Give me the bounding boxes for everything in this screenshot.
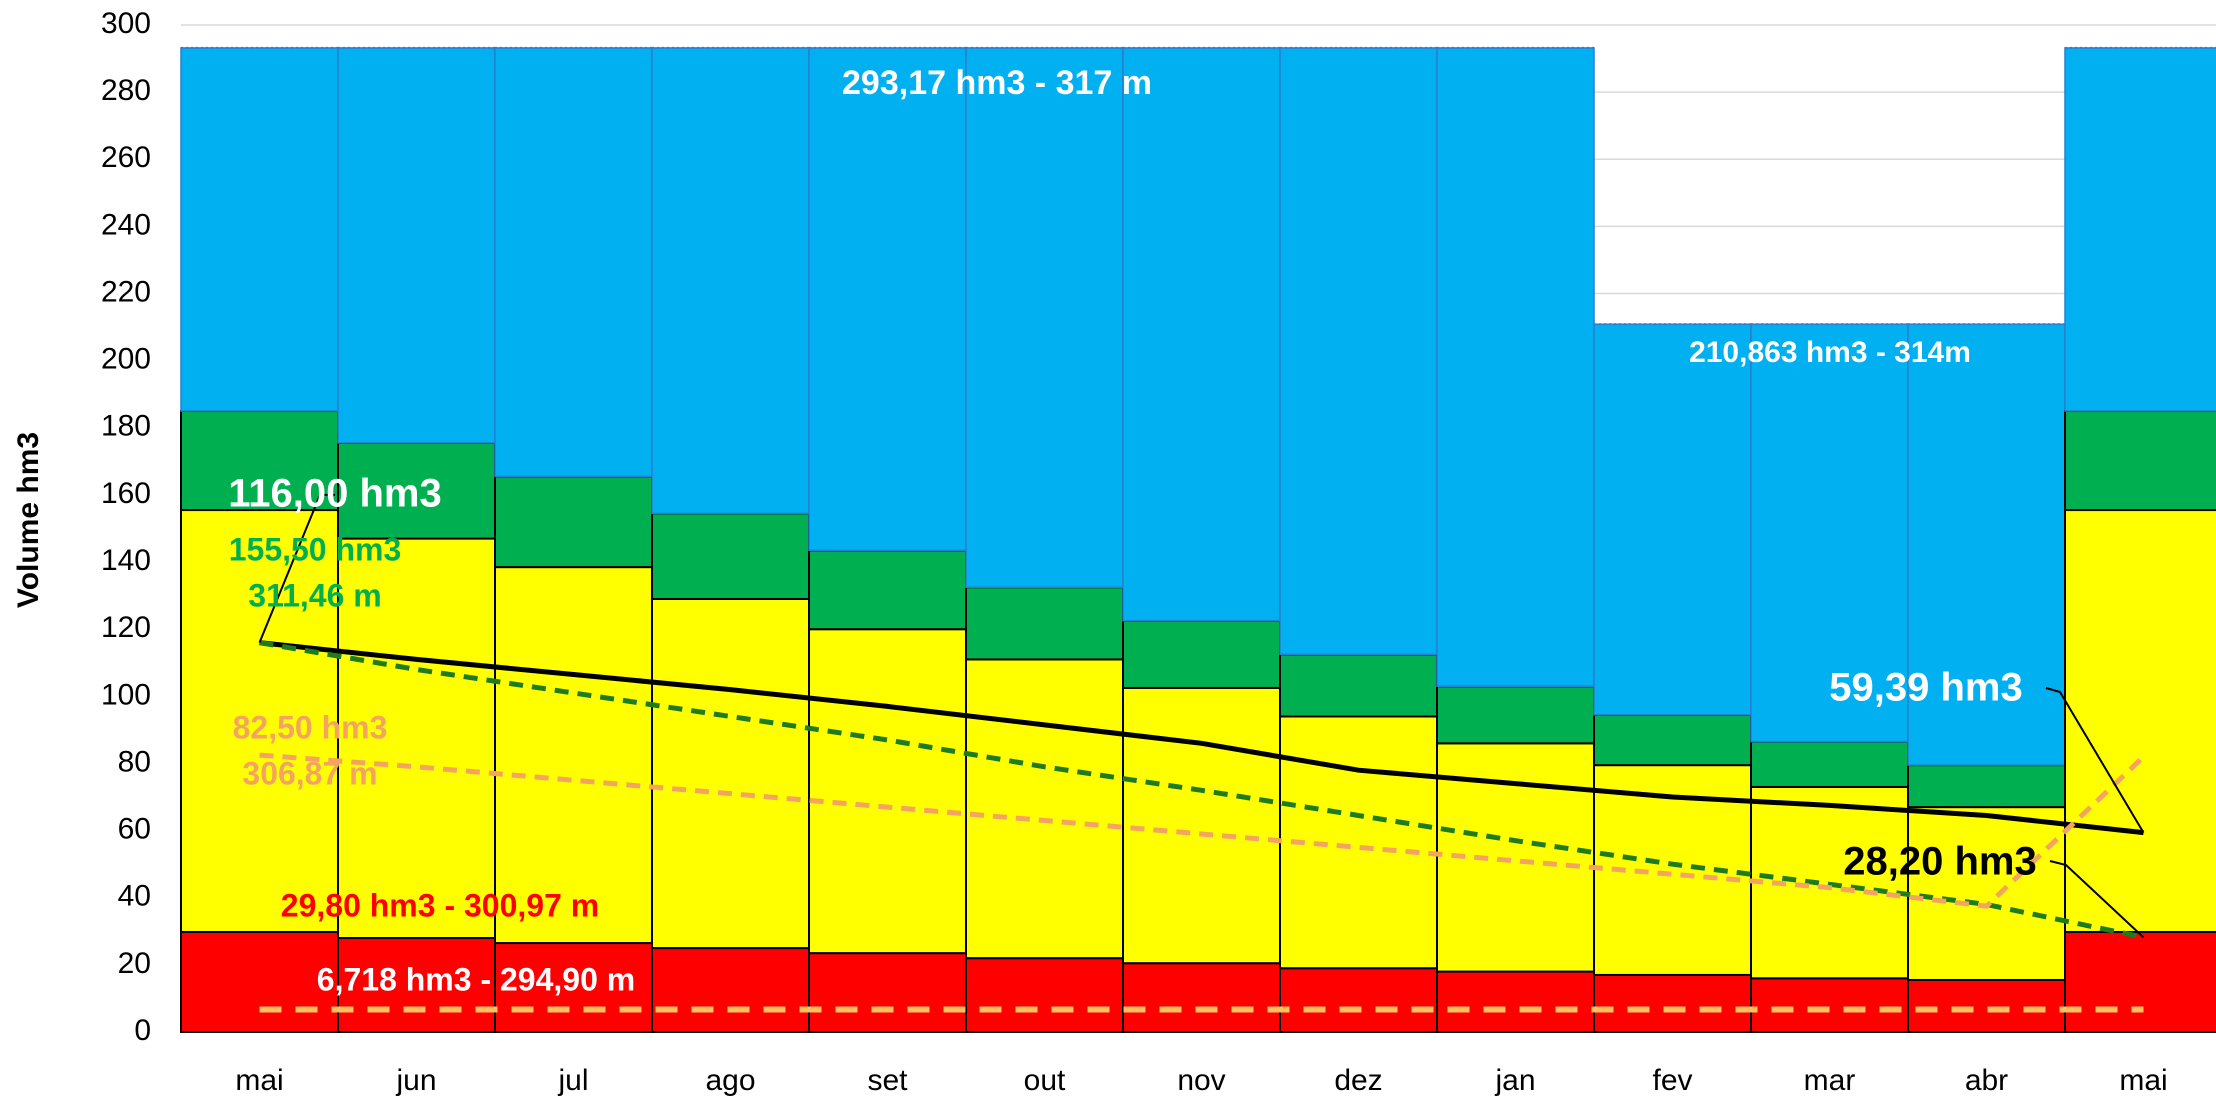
bar-segment — [1907, 764, 2066, 809]
bar-segment — [180, 47, 339, 412]
annotation: 29,80 hm3 - 300,97 m — [281, 887, 599, 923]
bar-segment — [1593, 713, 1752, 767]
bar-segment — [965, 586, 1124, 661]
bar-segment — [1907, 323, 2066, 766]
y-tick-label: 80 — [118, 745, 151, 778]
annotation: 311,46 m — [248, 577, 381, 613]
y-tick-label: 220 — [101, 275, 151, 308]
y-tick-label: 100 — [101, 678, 151, 711]
annotation: 59,39 hm3 — [1829, 666, 2022, 710]
y-tick-label: 260 — [101, 141, 151, 174]
bar-segment — [1122, 47, 1281, 622]
bar-segment — [808, 952, 967, 1034]
annotation: 210,863 hm3 - 314m — [1689, 336, 1971, 369]
bar-segment — [808, 549, 967, 631]
bar-segment — [1122, 686, 1281, 965]
bar-segment — [965, 658, 1124, 960]
x-tick-label: dez — [1334, 1064, 1382, 1097]
leader-line — [2045, 687, 2145, 834]
line-series — [259, 640, 2145, 940]
bar-segment — [180, 930, 339, 1033]
leader-line — [258, 493, 335, 644]
y-tick-label: 240 — [101, 208, 151, 241]
y-tick-label: 120 — [101, 611, 151, 644]
annotation: 28,20 hm3 — [1843, 840, 2036, 884]
bar-segment — [180, 410, 339, 512]
y-tick-label: 200 — [101, 343, 151, 376]
bar-segment — [1907, 806, 2066, 981]
bar-segment — [808, 628, 967, 955]
bar-segment — [1593, 973, 1752, 1033]
bar-segment — [2064, 47, 2216, 412]
x-tick-label: fev — [1652, 1064, 1692, 1097]
x-tick-label: nov — [1177, 1064, 1225, 1097]
x-tick-label: out — [1024, 1064, 1066, 1097]
y-tick-label: 180 — [101, 410, 151, 443]
x-tick-label: mar — [1804, 1064, 1856, 1097]
line-series — [259, 752, 2146, 909]
x-tick-label: ago — [705, 1064, 755, 1097]
bar-segment — [1750, 977, 1909, 1033]
bar-segment — [494, 475, 653, 569]
bar-segment — [1279, 967, 1438, 1033]
annotation: 116,00 hm3 — [228, 472, 442, 516]
bar-segment — [1279, 653, 1438, 718]
bar-segment — [337, 537, 496, 940]
bar-segment — [808, 47, 967, 552]
bar-segment — [2064, 410, 2216, 512]
bar-segment — [1436, 970, 1595, 1034]
y-tick-label: 160 — [101, 477, 151, 510]
bar-segment — [1593, 323, 1752, 716]
y-tick-label: 140 — [101, 544, 151, 577]
x-tick-label: mai — [235, 1064, 283, 1097]
x-tick-label: jun — [395, 1064, 436, 1097]
bar-segment — [651, 512, 810, 600]
y-tick-label: 0 — [134, 1014, 151, 1047]
bar-segment — [651, 597, 810, 950]
bar-segment — [1750, 740, 1909, 788]
x-tick-label: abr — [1965, 1064, 2008, 1097]
x-tick-label: set — [867, 1064, 908, 1097]
y-axis-label: Volume hm3 — [12, 432, 45, 608]
bar-segment — [1279, 47, 1438, 656]
y-tick-label: 300 — [101, 7, 151, 40]
x-tick-label: jan — [1494, 1064, 1535, 1097]
y-tick-label: 280 — [101, 74, 151, 107]
bar-segment — [2064, 930, 2216, 1033]
bar-segment — [2064, 509, 2216, 933]
bar-segment — [1122, 962, 1281, 1034]
bar-segment — [1436, 685, 1595, 745]
bar-segment — [1750, 323, 1909, 743]
y-tick-label: 20 — [118, 947, 151, 980]
annotation: 6,718 hm3 - 294,90 m — [317, 961, 635, 997]
annotation: 293,17 hm3 - 317 m — [842, 64, 1152, 102]
y-tick-label: 60 — [118, 813, 151, 846]
annotation: 155,50 hm3 — [229, 531, 402, 567]
y-tick-label: 40 — [118, 880, 151, 913]
bar-segment — [965, 957, 1124, 1033]
leader-line — [2049, 860, 2145, 939]
bar-segment — [1907, 978, 2066, 1034]
bar-segment — [494, 47, 653, 478]
x-tick-label: jul — [557, 1064, 588, 1097]
annotation: 82,50 hm3 — [233, 709, 388, 745]
bar-segment — [1279, 715, 1438, 970]
bar-segment — [1436, 47, 1595, 688]
bar-segment — [180, 509, 339, 933]
bar-segment — [651, 947, 810, 1033]
bar-segment — [651, 47, 810, 515]
bar-segment — [494, 942, 653, 1034]
line-series — [259, 640, 2144, 836]
bar-segment — [1122, 619, 1281, 689]
bar-segment — [965, 47, 1124, 588]
x-tick-label: mai — [2119, 1064, 2167, 1097]
bar-segment — [337, 47, 496, 444]
annotation: 306,87 m — [242, 755, 377, 791]
